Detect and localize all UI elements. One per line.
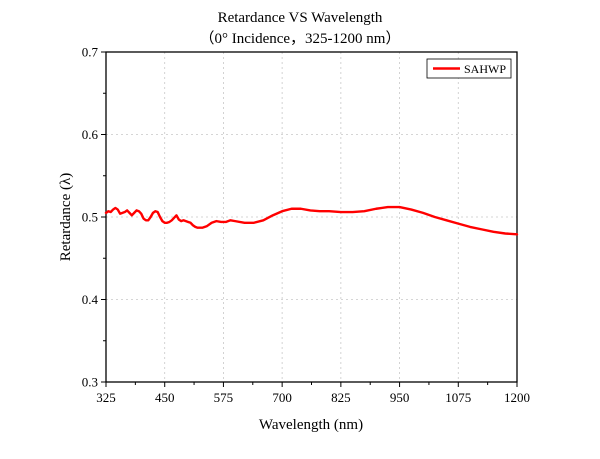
legend-box [426,58,512,79]
y-axis-label: Retardance (λ) [58,173,74,261]
x-tick-label: 575 [214,390,234,405]
x-axis-label: Wavelength (nm) [259,417,363,433]
chart-title: Retardance VS Wavelength [218,10,383,26]
legend: SAHWP [426,58,512,79]
series-layer [104,205,519,236]
x-tick-label: 825 [331,390,351,405]
y-tick-label: 0.3 [82,375,98,390]
x-tick-label: 700 [272,390,292,405]
grid-layer [106,52,517,382]
legend-label: SAHWP [464,62,506,76]
y-tick-label: 0.5 [82,210,98,225]
x-tick-label: 325 [96,390,116,405]
y-tick-label: 0.4 [82,292,99,307]
chart-subtitle: （0° Incidence，325-1200 nm） [200,30,401,47]
x-tick-label: 1200 [504,390,530,405]
x-tick-label: 450 [155,390,175,405]
y-tick-label: 0.6 [82,127,99,142]
ticks-layer: 325 450 575 700 825 950 1075 1200 0.3 0.4 0.5 0.6 0.… [82,45,530,406]
y-tick-label: 0.7 [82,45,99,60]
x-tick-label: 1075 [445,390,471,405]
x-tick-label: 950 [390,390,410,405]
series-line-sahwp [104,205,519,236]
